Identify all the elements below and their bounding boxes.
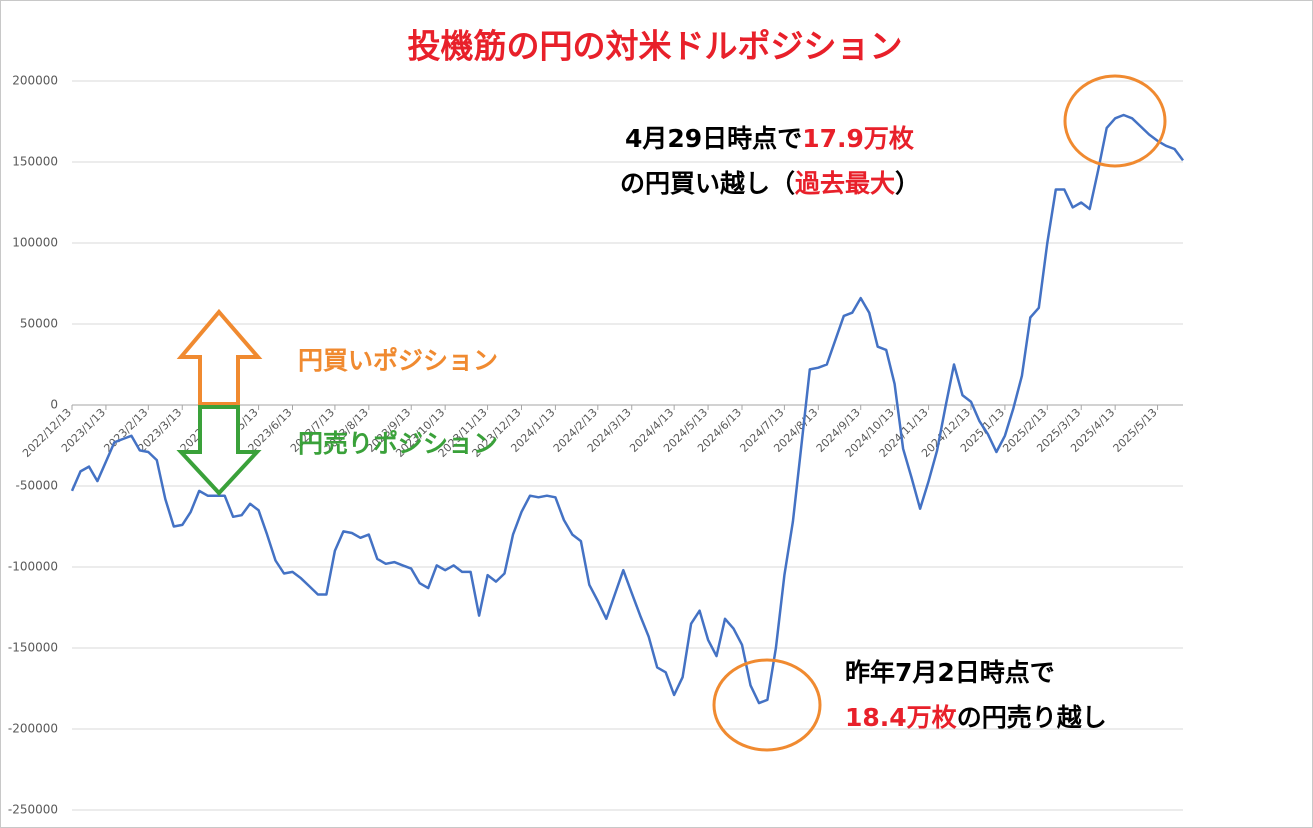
y-tick-label: -100000 — [8, 560, 58, 574]
annotation-text: の円売り越し — [957, 703, 1107, 732]
annotation-text: 4月29日時点で — [625, 124, 802, 153]
highlight-circle — [712, 658, 822, 752]
y-tick-label: -150000 — [8, 641, 58, 655]
annotation: 4月29日時点で17.9万枚 — [625, 124, 914, 153]
annotation: 昨年7月2日時点で — [845, 658, 1055, 687]
annotation-text: ） — [895, 169, 920, 198]
up-arrow — [176, 308, 263, 406]
y-tick-label: -250000 — [8, 803, 58, 817]
y-tick-label: 200000 — [12, 74, 58, 88]
long-label: 円買いポジション — [298, 346, 498, 375]
y-tick-label: -50000 — [15, 479, 58, 493]
annotation-text: 18.4万枚 — [845, 703, 957, 732]
annotation: の円買い越し（過去最大） — [620, 169, 920, 198]
data-line — [70, 113, 1185, 705]
highlight-circle — [1063, 74, 1167, 168]
y-tick-label: 0 — [50, 398, 58, 412]
y-tick-label: -200000 — [8, 722, 58, 736]
short-label: 円売りポジション — [298, 429, 498, 458]
annotation-text: 17.9万枚 — [802, 124, 914, 153]
down-arrow — [176, 405, 262, 496]
y-tick-label: 150000 — [12, 155, 58, 169]
y-tick-label: 100000 — [12, 236, 58, 250]
annotation-text: の円買い越し（ — [620, 169, 795, 198]
annotation-text: 昨年7月2日時点で — [845, 658, 1055, 687]
chart-title: 投機筋の円の対米ドルポジション — [408, 27, 903, 66]
annotation: 18.4万枚の円売り越し — [845, 703, 1107, 732]
annotation-text: 過去最大 — [795, 169, 895, 198]
y-tick-label: 50000 — [20, 317, 58, 331]
